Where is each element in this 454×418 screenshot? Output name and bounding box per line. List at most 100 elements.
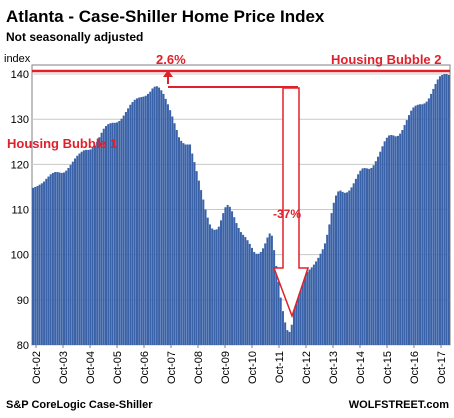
bar	[399, 133, 402, 345]
bar	[195, 171, 198, 345]
bar	[299, 279, 302, 345]
annotations: 2.6% -37% Housing Bubble 2 Housing Bubbl…	[7, 52, 450, 319]
bar	[155, 86, 158, 345]
bar	[319, 253, 322, 345]
bar	[142, 96, 145, 345]
bar	[160, 90, 163, 345]
bar	[113, 122, 116, 345]
bar	[71, 161, 74, 345]
bar	[250, 247, 253, 345]
bar	[164, 98, 167, 346]
bar	[326, 234, 329, 345]
bar	[122, 115, 125, 345]
bar	[98, 137, 101, 345]
bar	[140, 97, 143, 345]
bar	[253, 251, 256, 345]
bar	[427, 98, 430, 345]
bar	[237, 228, 240, 345]
bar	[257, 253, 260, 345]
x-tick-label: Oct-05	[112, 351, 124, 384]
bar	[162, 93, 165, 346]
bar	[295, 293, 298, 345]
bar	[317, 257, 320, 345]
bar	[337, 191, 340, 345]
bar	[248, 243, 251, 345]
bar	[381, 146, 384, 345]
bar	[361, 168, 364, 345]
bar	[78, 153, 81, 345]
bar	[412, 107, 415, 345]
bar	[34, 186, 37, 345]
bar	[255, 253, 258, 345]
bar	[180, 140, 183, 345]
x-tick-label: Oct-15	[382, 351, 394, 384]
bar	[217, 226, 220, 345]
bar	[133, 99, 136, 346]
bar	[284, 322, 287, 345]
bar	[211, 228, 214, 345]
x-tick-label: Oct-08	[193, 351, 205, 384]
bar	[186, 144, 189, 345]
bar	[228, 206, 231, 345]
bar	[328, 224, 331, 345]
bar	[153, 86, 156, 346]
bar	[410, 110, 413, 345]
bar	[425, 101, 428, 345]
bar	[169, 110, 172, 345]
bar	[177, 137, 180, 345]
bar	[32, 187, 35, 345]
bar	[357, 174, 360, 345]
x-tick-label: Oct-02	[31, 351, 43, 384]
bar	[414, 105, 417, 346]
bar	[434, 83, 437, 345]
bar	[91, 148, 94, 345]
bar	[279, 297, 282, 345]
bar	[388, 135, 391, 345]
bar	[315, 261, 318, 345]
bar	[281, 311, 284, 345]
bar	[171, 116, 174, 345]
bar	[226, 205, 229, 345]
bar	[175, 130, 178, 345]
bar	[65, 170, 68, 345]
x-tick-label: Oct-17	[436, 351, 448, 384]
bar	[102, 128, 105, 345]
drop-arrow	[272, 87, 310, 319]
bar	[149, 91, 152, 346]
bar	[204, 209, 207, 345]
y-tick-label: 120	[11, 159, 29, 171]
bar	[275, 265, 278, 345]
bar	[332, 202, 335, 345]
bar	[222, 213, 225, 345]
bar	[359, 170, 362, 345]
bar	[47, 176, 50, 345]
y-axis: 80 90 100 110 120 130 140	[11, 69, 29, 352]
bar	[147, 93, 150, 346]
bar	[277, 281, 280, 345]
bar	[379, 151, 382, 345]
bar	[423, 103, 426, 345]
bar	[286, 330, 289, 345]
bar	[432, 88, 435, 345]
bar	[246, 240, 249, 345]
bar	[306, 271, 309, 345]
bar	[200, 190, 203, 345]
bar	[244, 237, 247, 345]
bar	[297, 284, 300, 345]
bar	[51, 172, 54, 345]
bar	[82, 150, 85, 345]
bar	[242, 234, 245, 345]
bar	[365, 168, 368, 345]
bar	[334, 195, 338, 345]
chart-title: Atlanta - Case-Shiller Home Price Index	[6, 7, 325, 26]
bar	[308, 269, 311, 345]
bar	[443, 74, 446, 345]
bar	[158, 87, 161, 345]
x-tick-label: Oct-09	[220, 351, 232, 384]
bar	[191, 153, 194, 345]
bar	[266, 237, 269, 345]
bar	[290, 324, 293, 345]
bar	[268, 233, 271, 345]
bar	[69, 164, 72, 345]
